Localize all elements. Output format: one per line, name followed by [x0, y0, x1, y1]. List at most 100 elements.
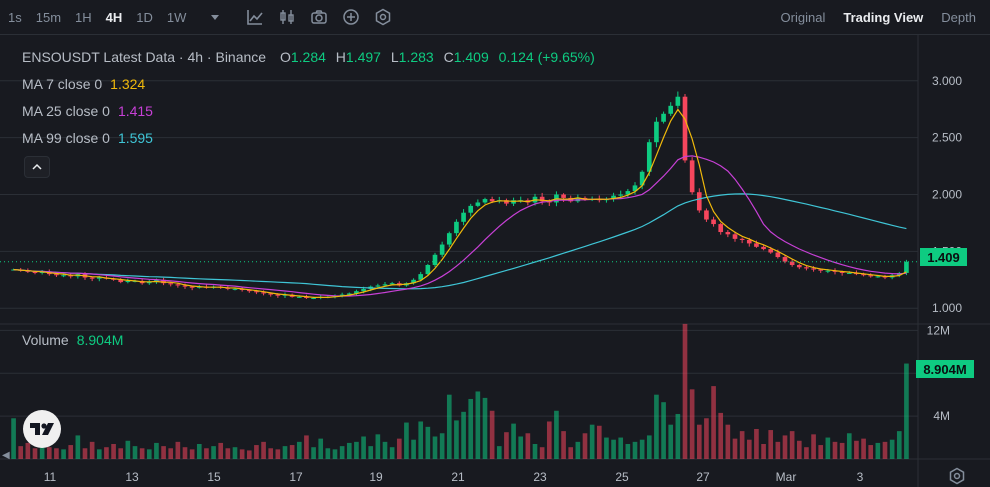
chevron-up-icon [32, 163, 42, 170]
timeframe-1s[interactable]: 1s [8, 9, 22, 25]
scroll-left-icon[interactable]: ◀ [2, 450, 10, 461]
collapse-legend-button[interactable] [24, 156, 50, 178]
volume-bar [361, 436, 366, 459]
volume-bar [154, 442, 159, 459]
volume-bar [139, 448, 145, 459]
volume-bar [375, 434, 381, 459]
candle-body [261, 292, 266, 294]
volume-bar [132, 446, 138, 459]
timeframe-4h[interactable]: 4H [105, 9, 123, 25]
tradingview-logo[interactable] [23, 410, 61, 448]
candle-body [846, 272, 852, 274]
volume-legend: Volume 8.904M [22, 332, 123, 348]
view-tab-trading-view[interactable]: Trading View [843, 9, 924, 25]
candle-body [89, 277, 95, 279]
candle-body [789, 261, 795, 266]
ma7-label: MA 7 close 0 [22, 76, 103, 92]
candle-body [454, 221, 459, 234]
candle-body [296, 296, 302, 298]
caret-down-icon[interactable] [206, 8, 224, 26]
candle-body [304, 296, 309, 298]
candle-body [382, 284, 388, 286]
volume-bar [518, 436, 524, 459]
volume-bar [761, 443, 766, 459]
candle-body [746, 239, 752, 244]
volume-bar [68, 445, 74, 459]
candle-body [446, 233, 452, 245]
price-chart[interactable]: 1.0001.5002.0002.5003.0004M8M12M11131517… [0, 35, 990, 487]
ma99-label: MA 99 close 0 [22, 130, 110, 146]
candle-body [754, 243, 759, 247]
symbol-legend: ENSOUSDT Latest Data · 4h · Binance O1.2… [22, 49, 595, 65]
candle-body [654, 121, 659, 143]
volume-bar [411, 439, 416, 459]
candle-body [804, 267, 809, 269]
volume-bar [161, 446, 166, 459]
volume-bar [346, 442, 352, 459]
ma99-value: 1.595 [117, 130, 153, 146]
volume-bar [825, 437, 831, 459]
timeframe-15m[interactable]: 15m [35, 9, 62, 25]
volume-bar [39, 439, 45, 459]
volume-bar [175, 441, 181, 459]
candle-body [689, 160, 695, 193]
candle-body [54, 274, 59, 276]
axis-labels: 1.0001.5002.0002.5003.0004M8M12M11131517… [44, 74, 963, 484]
time-tick-label: 17 [289, 470, 303, 484]
candle-body [175, 284, 181, 286]
candle-type-icon[interactable] [278, 8, 296, 26]
candle-body [875, 276, 881, 278]
volume-bar [389, 447, 395, 459]
view-tab-original[interactable]: Original [780, 9, 826, 25]
volume-bar [225, 448, 231, 459]
candle-body [768, 249, 774, 253]
volume-bar [718, 412, 724, 459]
time-tick-label: 15 [207, 470, 221, 484]
price-tick-label: 1.000 [932, 301, 962, 315]
settings-hex-icon[interactable] [374, 8, 392, 26]
volume-bar [611, 439, 616, 459]
volume-bar [268, 448, 274, 459]
volume-bar [104, 447, 109, 459]
volume-bar [468, 398, 474, 459]
candle-body [489, 199, 495, 202]
candle-body [354, 291, 359, 294]
candle-body [468, 205, 474, 213]
volume-bar [254, 445, 259, 459]
screenshot-icon[interactable] [310, 8, 328, 26]
volume-bar [904, 363, 909, 459]
volume-bar [218, 442, 224, 459]
indicators-icon[interactable] [246, 8, 264, 26]
timeframe-1w[interactable]: 1W [166, 9, 187, 25]
volume-bar [332, 449, 338, 459]
volume-bar [261, 441, 266, 459]
volume-bar [246, 450, 252, 459]
time-tick-label: 21 [451, 470, 465, 484]
candle-body [732, 234, 738, 239]
timeframe-1h[interactable]: 1H [75, 9, 92, 25]
ma99-legend: MA 99 close 0 1.595 [22, 130, 153, 146]
settings-icon[interactable] [948, 467, 966, 485]
volume-bar [846, 433, 852, 459]
view-tab-depth[interactable]: Depth [941, 9, 976, 25]
volume-bar [189, 449, 195, 459]
ma25-label: MA 25 close 0 [22, 103, 110, 119]
add-icon[interactable] [342, 8, 360, 26]
volume-bar [746, 439, 752, 459]
volume-bar [446, 394, 452, 459]
candle-body [411, 279, 416, 284]
timeframe-1d[interactable]: 1D [136, 9, 153, 25]
volume-bar [454, 420, 459, 459]
time-tick-label: 23 [533, 470, 547, 484]
candle-body [625, 191, 631, 195]
volume-label: Volume [22, 332, 69, 348]
candle-body [818, 269, 824, 271]
candle-body [704, 210, 709, 220]
candle-body [118, 279, 124, 283]
volume-bar [596, 425, 602, 459]
candle-body [32, 271, 38, 273]
candle-body [361, 288, 366, 292]
volume-bar [511, 423, 516, 459]
ma25-legend: MA 25 close 0 1.415 [22, 103, 153, 119]
volume-bar [418, 421, 424, 459]
